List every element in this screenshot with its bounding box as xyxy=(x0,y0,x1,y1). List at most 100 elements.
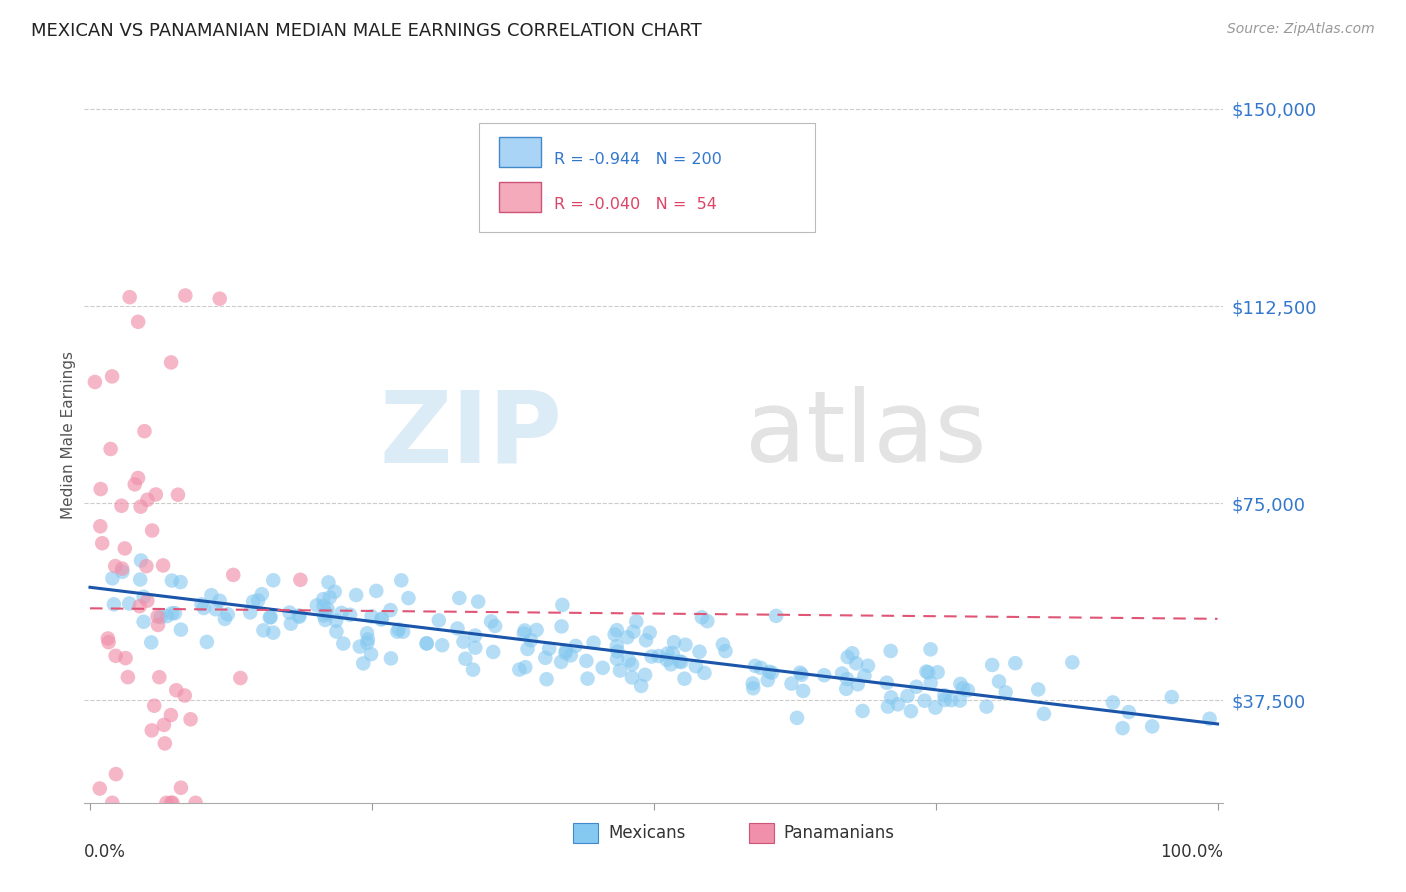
Point xyxy=(837,650,859,665)
Point xyxy=(467,595,489,609)
Point xyxy=(352,657,374,671)
Point xyxy=(90,482,112,496)
Point xyxy=(136,593,159,607)
Text: R = -0.944   N = 200: R = -0.944 N = 200 xyxy=(554,152,721,167)
Point xyxy=(89,519,111,533)
Point xyxy=(915,665,938,679)
Text: ZIP: ZIP xyxy=(380,386,562,483)
Point xyxy=(145,487,167,501)
Point xyxy=(114,651,136,665)
Point xyxy=(160,574,183,588)
Point xyxy=(97,632,120,646)
Point xyxy=(924,700,946,714)
Point xyxy=(148,670,170,684)
Point xyxy=(949,677,972,691)
Point xyxy=(606,639,628,653)
Point xyxy=(100,442,122,456)
Point xyxy=(464,628,486,642)
Point xyxy=(89,781,111,796)
Point xyxy=(104,767,127,781)
Point xyxy=(1118,705,1140,719)
Point xyxy=(229,671,252,685)
Point xyxy=(880,690,903,705)
Point xyxy=(262,574,284,588)
Point xyxy=(792,684,814,698)
Point xyxy=(288,608,311,623)
Text: 0.0%: 0.0% xyxy=(84,843,127,862)
Point xyxy=(520,633,543,648)
Point xyxy=(592,661,614,675)
Point xyxy=(129,553,152,567)
Point xyxy=(160,355,183,369)
Point xyxy=(152,558,174,573)
Point xyxy=(765,608,787,623)
Point xyxy=(688,645,710,659)
Point xyxy=(758,665,780,679)
Point xyxy=(114,541,136,556)
Point xyxy=(606,652,628,666)
Point xyxy=(454,652,477,666)
Point xyxy=(312,608,335,623)
Point xyxy=(956,683,979,698)
Point xyxy=(360,609,382,624)
Point xyxy=(167,488,190,502)
Point xyxy=(876,675,898,690)
Point xyxy=(606,645,628,659)
Point xyxy=(135,559,157,574)
Point xyxy=(239,606,262,620)
Point xyxy=(344,588,367,602)
Point xyxy=(939,693,962,707)
Text: atlas: atlas xyxy=(745,386,987,483)
Point xyxy=(110,499,132,513)
Point xyxy=(389,574,412,588)
Point xyxy=(290,573,312,587)
Point xyxy=(949,693,972,707)
Point xyxy=(1160,690,1182,704)
Point xyxy=(260,610,283,624)
Point xyxy=(449,591,471,605)
Point xyxy=(392,624,415,639)
Point xyxy=(371,612,394,626)
Point xyxy=(835,672,858,686)
Point xyxy=(356,626,378,640)
Point xyxy=(132,590,155,604)
Point xyxy=(780,676,803,690)
Point xyxy=(513,624,536,638)
Point xyxy=(214,612,236,626)
Point xyxy=(259,610,281,624)
Point xyxy=(887,698,910,712)
Point xyxy=(515,660,537,674)
Point xyxy=(360,647,382,661)
Point xyxy=(134,424,156,438)
Point xyxy=(252,624,274,638)
Point xyxy=(132,615,155,629)
Point xyxy=(146,618,169,632)
Point xyxy=(173,689,195,703)
Point xyxy=(896,689,918,703)
Point xyxy=(756,673,779,688)
Point xyxy=(620,671,643,685)
Point xyxy=(981,657,1004,672)
Point xyxy=(357,632,380,647)
Text: MEXICAN VS PANAMANIAN MEDIAN MALE EARNINGS CORRELATION CHART: MEXICAN VS PANAMANIAN MEDIAN MALE EARNIN… xyxy=(31,22,702,40)
Point xyxy=(616,630,638,644)
Point xyxy=(917,665,939,680)
Point xyxy=(398,591,420,606)
Point xyxy=(835,681,858,696)
Point xyxy=(325,624,347,639)
Point xyxy=(200,588,222,602)
Point xyxy=(387,624,409,639)
Point xyxy=(156,609,179,624)
Point xyxy=(205,602,228,616)
Point xyxy=(693,665,716,680)
Point xyxy=(1062,656,1084,670)
Point xyxy=(247,593,270,607)
Point xyxy=(319,591,342,605)
Point xyxy=(621,657,644,672)
Point xyxy=(101,369,124,384)
Point xyxy=(315,606,337,620)
Point xyxy=(623,624,645,639)
Point xyxy=(741,676,763,690)
Point xyxy=(560,648,582,663)
Point xyxy=(118,597,141,611)
